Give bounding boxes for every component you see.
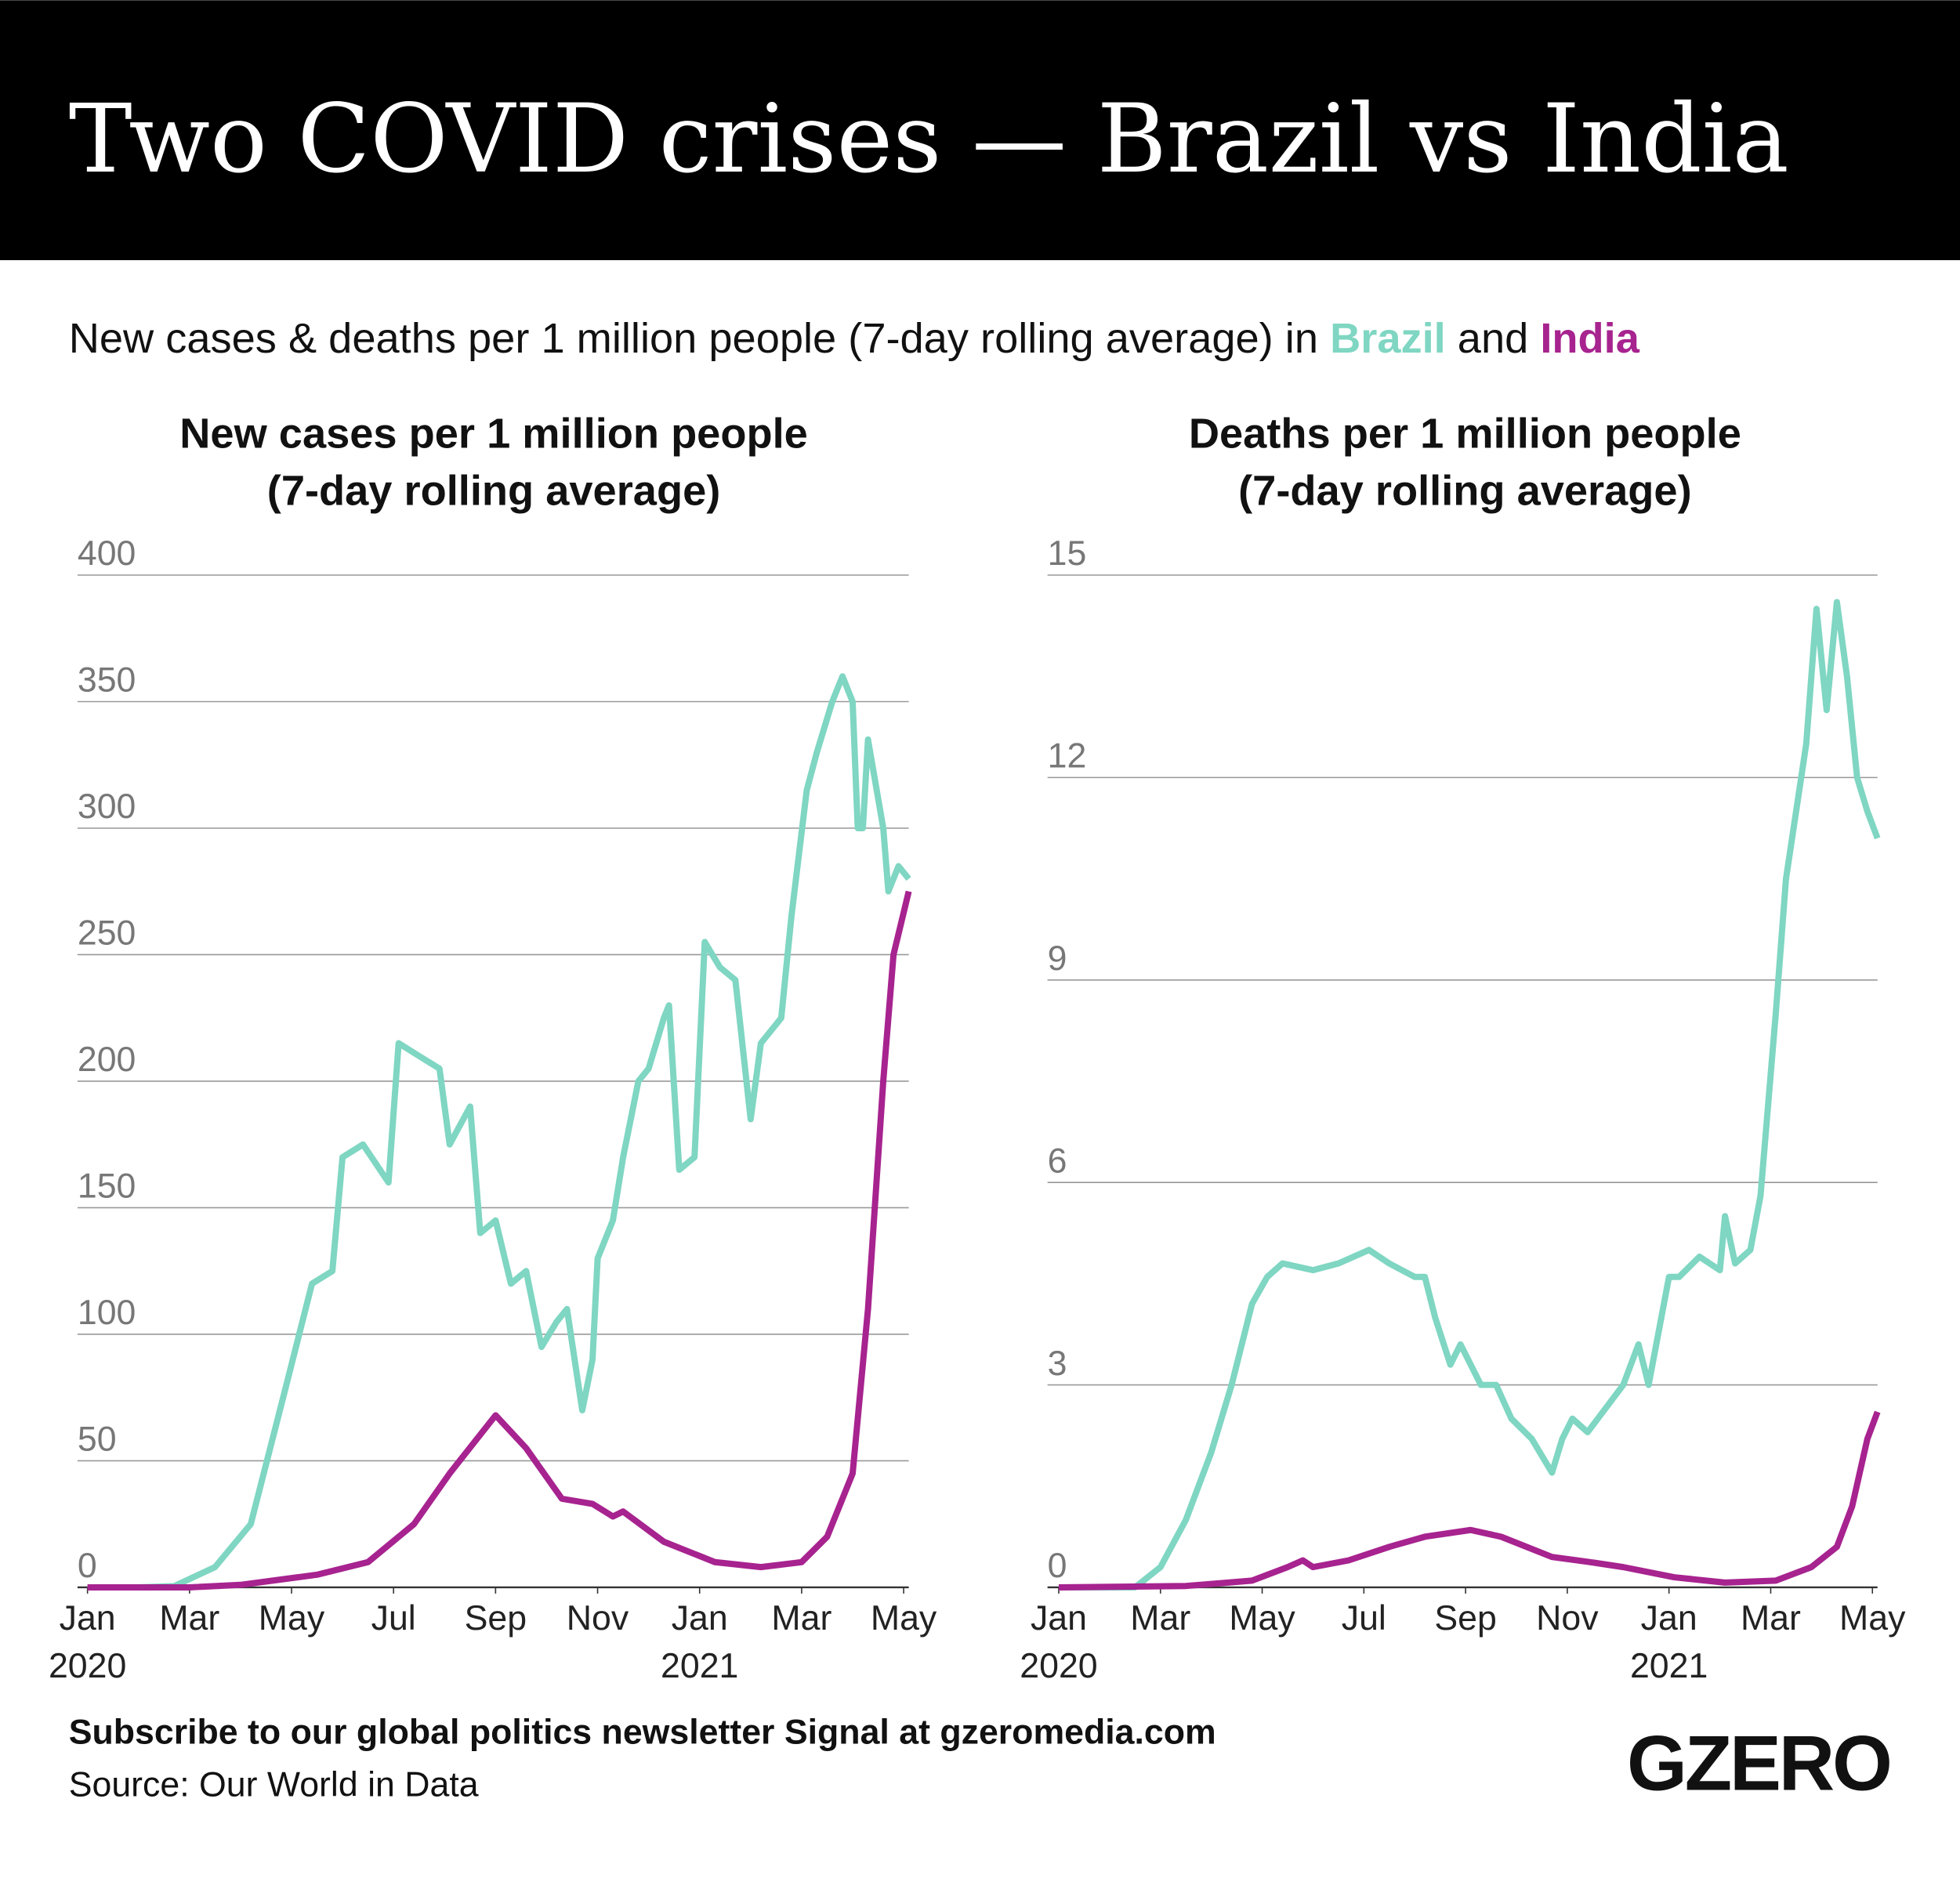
x-tick-label: Sep [1434,1598,1497,1638]
x-tick-label: Sep [464,1598,527,1638]
x-tick-label: Mar [1130,1598,1191,1638]
x-tick-label-box: Jan 2021 [1629,1598,1708,1685]
y-tick-label: 400 [78,534,136,573]
y-tick-label: 0 [1048,1547,1067,1585]
x-tick-label-box: Jan 2020 [48,1598,127,1685]
x-tick-label: Nov [566,1598,629,1638]
header-band [0,0,1960,261]
subtitle-join: and [1458,315,1528,362]
y-tick-label: 200 [78,1040,136,1079]
y-tick-label: 15 [1048,534,1087,573]
y-tick-label: 6 [1048,1142,1067,1180]
x-tick-label: Mar [159,1598,220,1638]
y-tick-label: 0 [78,1547,97,1585]
x-tick-label: Jul [371,1598,416,1638]
y-tick-label: 100 [78,1294,136,1332]
y-tick-label: 250 [78,914,136,953]
x-tick-label-box: Mar [1740,1598,1801,1638]
y-tick-label: 150 [78,1167,136,1206]
x-tick-label: Jul [1341,1598,1386,1638]
x-tick-label-box: May [1839,1598,1906,1638]
source: Source: Our World in Data [69,1765,479,1804]
x-tick-label-box: Nov [566,1598,629,1638]
x-tick-label: May [1229,1598,1295,1638]
x-tick-label-box: Jul [1341,1598,1386,1638]
x-tick-label: Jan 2021 [661,1598,739,1685]
series-line [87,673,911,1591]
y-tick-label: 300 [78,787,136,826]
y-tick-label: 50 [78,1420,117,1459]
x-tick-label: Nov [1536,1598,1599,1638]
series-line [1058,1410,1881,1591]
x-tick-label-box: Mar [159,1598,220,1638]
y-tick-label: 12 [1048,737,1087,776]
panel-title: New cases per 1 million people (7-day rol… [179,410,808,514]
x-tick-label-box: May [258,1598,325,1638]
x-tick-label-box: Mar [1130,1598,1191,1638]
x-tick-label: May [1839,1598,1906,1638]
subtitle: New cases & deaths per 1 million people … [69,315,1640,362]
subtitle-brazil: Brazil [1330,315,1446,362]
x-tick-label-box: Mar [771,1598,832,1638]
x-tick-label: Jan 2021 [1629,1598,1708,1685]
x-tick-label-box: Jan 2021 [661,1598,739,1685]
logo: GZERO [1627,1719,1890,1806]
x-tick-label-box: Jul [371,1598,416,1638]
cta: Subscribe to our global politics newslet… [69,1713,1216,1751]
x-tick-label: Jan 2020 [48,1598,127,1685]
x-tick-label-box: Nov [1536,1598,1599,1638]
x-tick-label: May [870,1598,937,1638]
x-tick-label-box: May [1229,1598,1295,1638]
subtitle-lead: New cases & deaths per 1 million people … [69,315,1318,362]
panel-title: Deaths per 1 million people (7-day rollin… [1189,410,1741,514]
y-tick-label: 9 [1048,939,1067,978]
y-tick-label: 350 [78,661,136,700]
series-line [1058,599,1881,1591]
plots: New cases per 1 million people (7-day rol… [48,410,1906,1685]
x-tick-label-box: Jan 2020 [1020,1598,1098,1685]
x-tick-label: May [258,1598,325,1638]
x-tick-label: Mar [771,1598,832,1638]
x-tick-label-box: Sep [464,1598,527,1638]
x-tick-label-box: Sep [1434,1598,1497,1638]
x-tick-label-box: May [870,1598,937,1638]
series-line [87,890,912,1591]
y-tick-label: 3 [1048,1344,1067,1383]
subtitle-india: India [1540,315,1639,362]
x-tick-label: Mar [1740,1598,1801,1638]
x-tick-label: Jan 2020 [1020,1598,1098,1685]
headline: Two COVID crises — Brazil vs India [69,83,1789,194]
